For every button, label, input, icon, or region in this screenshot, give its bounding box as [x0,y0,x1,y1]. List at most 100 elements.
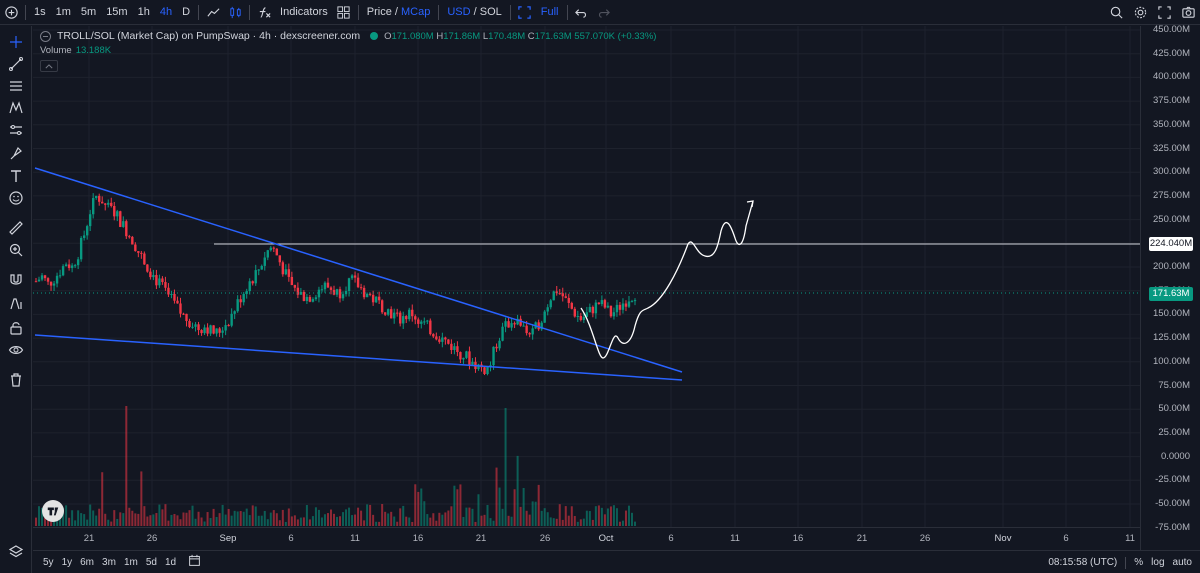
candles-icon[interactable] [224,0,246,25]
trash-icon[interactable] [6,370,26,390]
fullscreen-icon[interactable] [514,0,536,25]
projection-drawing[interactable] [580,200,754,359]
trend-line-icon[interactable] [6,54,26,74]
upper-trend-line[interactable] [34,167,683,373]
magnet-icon[interactable] [6,270,26,290]
candle-body [492,346,495,366]
collapse-legend-icon[interactable] [40,30,51,42]
collapse-indicators-button[interactable] [40,60,58,72]
volume-bar [378,521,381,526]
lock-icon[interactable] [6,318,26,338]
candle-body [411,309,414,317]
tradingview-logo[interactable] [42,500,64,522]
symbol-title[interactable]: TROLL/SOL (Market Cap) on PumpSwap · 4h … [57,30,361,42]
volume-bar [245,508,248,526]
interval-5m[interactable]: 5m [80,6,97,18]
text-icon[interactable] [6,166,26,186]
volume-bar [468,507,471,526]
currency-toggle[interactable]: USD / SOL [442,0,506,25]
auto-toggle[interactable]: auto [1172,557,1192,568]
line-chart-icon[interactable] [202,0,224,25]
volume-bar [459,484,462,526]
time-tick-label: 26 [539,533,551,544]
ruler-icon[interactable] [6,218,26,238]
undo-icon[interactable] [571,0,593,25]
interval-4h[interactable]: 4h [159,6,173,18]
layers-icon[interactable] [6,542,26,562]
fullscreen-toggle-icon[interactable] [1152,0,1176,25]
range-1m[interactable]: 1m [123,556,138,568]
volume-bar [504,408,507,526]
candle-body [275,248,279,256]
crosshair-icon[interactable] [6,32,26,52]
emoji-icon[interactable] [6,188,26,208]
candle-body [365,293,369,298]
price-chart[interactable] [33,26,1140,527]
candle-body [170,293,173,295]
log-toggle[interactable]: log [1151,557,1165,568]
percent-toggle[interactable]: % [1134,557,1144,568]
eye-icon[interactable] [6,340,26,360]
candle-body [501,326,504,341]
time-tick-label: 21 [83,533,95,544]
brush-icon[interactable] [6,144,26,164]
measure-icon[interactable] [6,120,26,140]
range-1y[interactable]: 1y [61,556,73,568]
add-symbol-icon[interactable] [0,0,22,25]
volume-bar [149,515,152,526]
camera-icon[interactable] [1176,0,1200,25]
volume-bar [600,507,603,526]
pattern-icon[interactable] [6,98,26,118]
candle-body [269,247,272,251]
candle-body [209,325,212,334]
range-6m[interactable]: 6m [80,556,95,568]
search-icon[interactable] [1104,0,1128,25]
layouts-icon[interactable] [333,0,355,25]
price-tick-label: 325.00M [1153,142,1190,154]
volume-bar [68,517,71,526]
volume-bar [278,520,281,526]
candle-body [91,198,95,215]
price-mcap-toggle[interactable]: Price / MCap [362,0,436,25]
chart-canvas[interactable] [33,26,1140,550]
time-axis[interactable]: 21 26 Sep 6 11 16 21 26 Oct 6 11 16 21 26 Nov 6 11 [33,527,1140,549]
volume-bar [80,513,83,526]
utc-clock[interactable]: 08:15:58 (UTC) [1048,557,1118,568]
range-5y[interactable]: 5y [43,556,54,568]
interval-15m[interactable]: 15m [106,6,128,18]
full-button[interactable]: Full [540,6,559,18]
volume-bar [627,505,630,526]
range-1d[interactable]: 1d [164,556,177,568]
candle-body [173,293,176,301]
top-toolbar: 1s 1m 5m 15m 1h 4h D Indicators Price / … [0,0,1200,25]
range-5d[interactable]: 5d [145,556,157,568]
volume-bar [161,509,164,526]
lower-trend-line[interactable] [34,334,683,381]
indicators-icon[interactable] [253,0,275,25]
volume-bar [396,521,399,526]
candle-body [528,333,531,335]
price-axis[interactable]: -75.00M -50.00M -25.00M 0.0000 25.00M 50.00M 7… [1140,24,1200,550]
interval-1s[interactable]: 1s [34,6,46,18]
candle-body [107,202,110,205]
candle-body [408,309,411,320]
volume-bar [546,512,549,526]
volume-bar [576,521,579,526]
volume-bar [86,519,89,526]
lock-drawings-icon[interactable] [6,294,26,314]
indicators-button[interactable]: Indicators [280,6,328,18]
zoom-icon[interactable] [6,240,26,260]
candle-body [531,328,534,335]
redo-icon[interactable] [593,0,615,25]
volume-bar [591,519,594,526]
candle-body [317,289,321,298]
settings-icon[interactable] [1128,0,1152,25]
calendar-icon[interactable] [184,554,205,570]
interval-d[interactable]: D [182,6,191,18]
interval-1h[interactable]: 1h [137,6,150,18]
volume-bar [128,507,131,526]
range-3m[interactable]: 3m [102,556,116,568]
interval-1m[interactable]: 1m [55,6,71,18]
horizontal-lines-icon[interactable] [6,76,26,96]
candle-body [140,252,143,254]
